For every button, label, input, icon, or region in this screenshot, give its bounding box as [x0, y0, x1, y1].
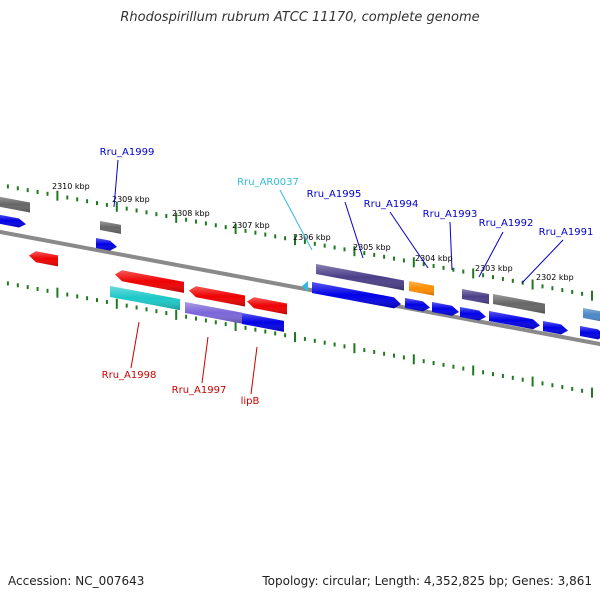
gene-feature-blue-shading [580, 326, 600, 340]
map-title: Rhodospirillum rubrum ATCC 11170, comple… [120, 10, 480, 25]
ruler-label: 2310 kbp [52, 182, 90, 191]
gene-feature-violet-shading [185, 302, 242, 324]
leader-line [250, 346, 258, 395]
genome-backbone [0, 229, 600, 347]
inner-tick-ring [6, 281, 593, 398]
gene-label[interactable]: Rru_A1998 [102, 370, 157, 381]
gene-feature-blue-shading [96, 238, 117, 251]
trna-marker[interactable] [302, 281, 308, 292]
ruler-label: 2305 kbp [353, 243, 391, 252]
gene-feature-blue-shading [460, 307, 486, 321]
ruler-label: 2304 kbp [415, 254, 453, 263]
gene-feature-steel-shading [583, 308, 600, 322]
gene-feature-blue-shading [543, 321, 568, 335]
gene-feature-blue-shading [489, 311, 540, 330]
gene-feature-darkviolet-shading [462, 289, 489, 305]
outer-tick-ring [6, 184, 593, 301]
gene-feature-gray-shading [493, 294, 545, 314]
gene-feature-red-shading [189, 286, 245, 307]
gene-feature-blue-shading [0, 214, 26, 228]
ruler-label: 2309 kbp [112, 195, 150, 204]
ruler-label: 2307 kbp [232, 221, 270, 230]
ruler-label: 2303 kbp [475, 264, 513, 273]
gene-label[interactable]: Rru_A1999 [100, 147, 155, 158]
gene-feature-darkviolet-shading [316, 264, 404, 291]
gene-label[interactable]: Rru_A1992 [479, 218, 534, 229]
gene-feature-red-shading [247, 297, 287, 315]
ruler-label: 2306 kbp [293, 233, 331, 242]
features [0, 196, 600, 340]
leader-line [521, 239, 564, 284]
gene-label[interactable]: Rru_A1991 [539, 227, 594, 238]
leader-line [449, 221, 453, 271]
topology-label: Topology: circular; Length: 4,352,825 bp… [262, 574, 592, 588]
leader-line [279, 189, 313, 251]
gene-label[interactable]: Rru_A1994 [364, 199, 419, 210]
gene-feature-red-shading [29, 251, 58, 267]
gene-label[interactable]: Rru_A1993 [423, 209, 478, 220]
accession-label: Accession: NC_007643 [8, 574, 145, 588]
gene-label[interactable]: Rru_A1995 [307, 189, 362, 200]
gene-feature-blue-shading [242, 313, 284, 332]
gene-label[interactable]: lipB [241, 396, 260, 407]
gene-feature-blue-shading [405, 298, 430, 312]
ruler-label: 2308 kbp [172, 209, 210, 218]
leader-line [344, 201, 364, 259]
gene-label[interactable]: Rru_A1997 [172, 385, 227, 396]
gene-feature-gray-shading [100, 221, 121, 234]
leader-line [113, 159, 119, 208]
leader-line [478, 231, 504, 278]
leader-line [201, 336, 209, 384]
gene-feature-blue-shading [312, 282, 401, 309]
gene-feature-blue-shading [432, 302, 459, 316]
ruler-label: 2302 kbp [536, 273, 574, 282]
gene-feature-gray-shading [0, 196, 30, 213]
gene-feature-red-shading [115, 270, 184, 293]
gene-feature-orange-shading [409, 281, 434, 296]
leader-line [389, 211, 429, 269]
ruler: 2310 kbp 2309 kbp 2308 kbp 2307 kbp 2306 kbp… [52, 182, 574, 282]
gene-label[interactable]: Rru_AR0037 [237, 177, 299, 188]
leader-line [130, 321, 140, 369]
gene-feature-cyan-shading [110, 286, 180, 311]
